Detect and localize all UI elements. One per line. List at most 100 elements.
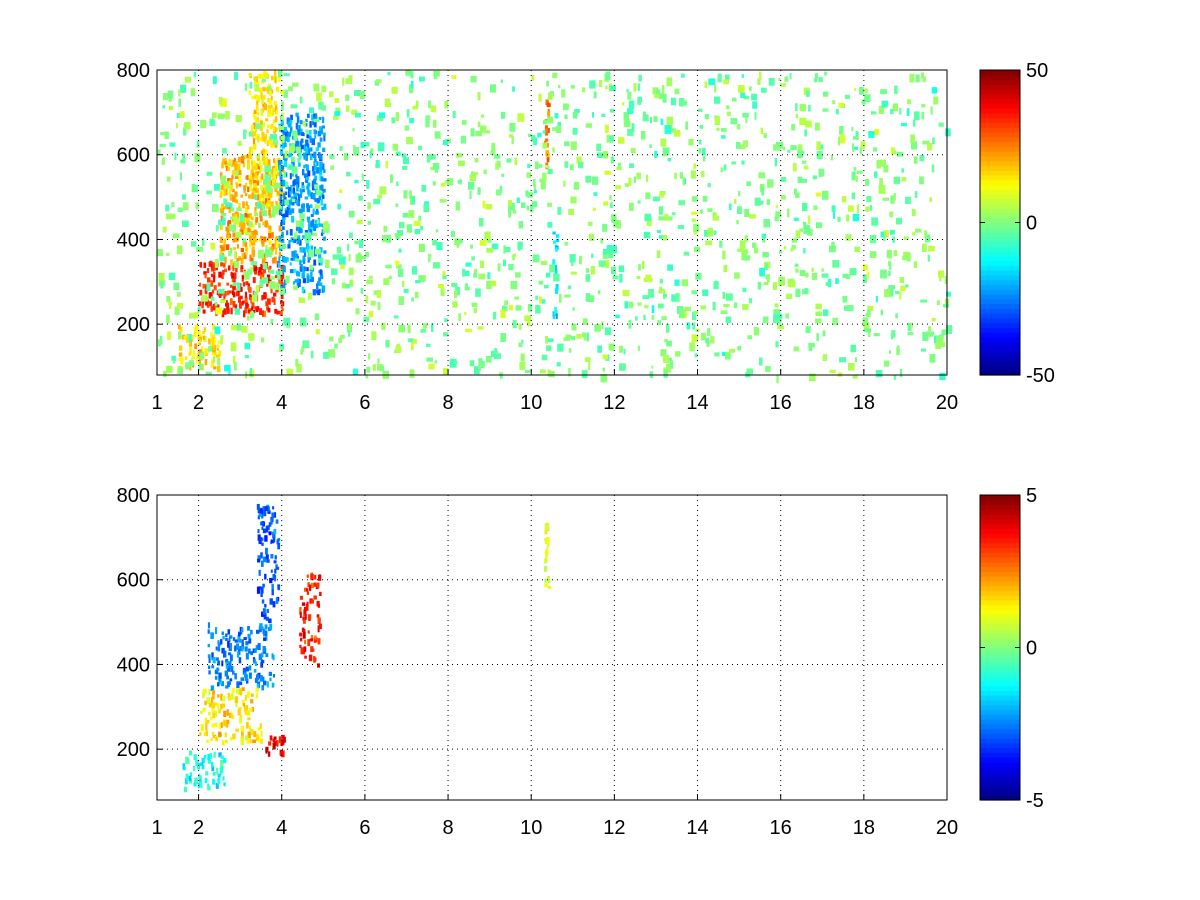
heat-cell — [313, 259, 317, 266]
heat-cell — [259, 279, 264, 287]
heat-cell — [803, 224, 811, 234]
heat-cell — [909, 73, 915, 83]
heat-cell — [244, 192, 248, 196]
heat-cell — [800, 179, 807, 183]
heat-cell — [822, 330, 826, 337]
heat-cell — [250, 124, 254, 132]
heat-cell — [921, 72, 925, 79]
heat-cell — [245, 281, 249, 286]
heat-cell — [249, 707, 253, 713]
heat-cell — [556, 238, 560, 242]
heat-cell — [638, 74, 642, 82]
heat-cell — [253, 669, 257, 673]
heat-cell — [199, 781, 203, 787]
heat-cell — [815, 192, 822, 197]
heat-cell — [298, 297, 306, 304]
heat-cell — [244, 213, 248, 218]
heat-cell — [269, 735, 273, 741]
heat-cell — [255, 308, 259, 313]
heat-cell — [199, 282, 202, 287]
colorbar-swatch — [980, 232, 1020, 238]
heat-cell — [300, 132, 304, 136]
colorbar-swatch — [980, 322, 1020, 328]
heat-cell — [251, 96, 255, 100]
heat-cell — [545, 99, 549, 105]
heat-cell — [604, 170, 611, 175]
heat-cell — [277, 262, 281, 268]
heat-cell — [662, 94, 667, 103]
colorbar-swatch — [980, 193, 1020, 200]
heat-cell — [222, 695, 225, 702]
heat-cell — [737, 248, 744, 252]
heat-cell — [161, 157, 165, 165]
heat-cell — [552, 315, 556, 319]
heat-cell — [201, 363, 204, 371]
heat-cell — [305, 129, 309, 135]
heat-cell — [700, 209, 703, 214]
heat-cell — [291, 215, 295, 223]
heat-cell — [402, 280, 405, 288]
heat-cell — [248, 638, 252, 644]
heat-cell — [281, 231, 284, 238]
heat-cell — [264, 165, 272, 173]
heat-cell — [288, 203, 291, 209]
heat-cell — [267, 506, 270, 513]
heat-cell — [804, 129, 807, 137]
heat-cell — [252, 250, 256, 257]
heat-cell — [172, 233, 180, 239]
x-tick-label: 2 — [193, 392, 204, 414]
heat-cell — [685, 121, 688, 130]
heat-cell — [253, 229, 257, 235]
heat-cell — [251, 168, 254, 175]
heat-cell — [267, 199, 271, 205]
heat-cell — [197, 764, 200, 769]
heat-cell — [282, 265, 286, 273]
heat-cell — [290, 114, 293, 120]
colorbar-swatch — [980, 580, 1020, 587]
colorbar-swatch — [980, 623, 1020, 630]
heat-cell — [260, 738, 263, 744]
heat-cell — [261, 156, 265, 161]
heat-cell — [234, 194, 238, 201]
heat-cell — [535, 295, 538, 300]
heat-cell — [622, 102, 625, 106]
heat-cell — [263, 179, 270, 185]
heat-cell — [619, 345, 624, 353]
heat-cell — [189, 772, 192, 777]
heat-cell — [593, 91, 597, 99]
heat-cell — [527, 133, 532, 137]
heat-cell — [264, 624, 268, 630]
heat-cell — [166, 314, 170, 324]
heat-cell — [201, 300, 204, 306]
heat-cell — [264, 140, 267, 144]
heat-cell — [249, 235, 253, 242]
heat-cell — [351, 109, 358, 115]
heat-cell — [310, 271, 313, 279]
heat-cell — [564, 294, 571, 298]
heat-cell — [354, 240, 360, 245]
heat-cell — [307, 614, 312, 620]
heat-cell — [804, 288, 808, 294]
heat-cell — [309, 638, 313, 642]
heat-cell — [304, 587, 308, 592]
heat-cell — [778, 250, 783, 254]
heat-cell — [280, 283, 283, 289]
heat-cell — [323, 178, 327, 182]
heat-cell — [412, 338, 418, 344]
heat-cell — [196, 246, 204, 252]
heat-cell — [585, 268, 590, 273]
heat-cell — [315, 222, 319, 228]
heat-cell — [860, 141, 866, 150]
heat-cell — [365, 251, 370, 258]
heat-cell — [899, 369, 903, 377]
heat-cell — [547, 168, 553, 175]
heat-cell — [286, 368, 294, 376]
heat-cell — [775, 205, 778, 209]
heat-cell — [275, 519, 279, 524]
colorbar-swatch — [980, 236, 1020, 243]
heat-cell — [766, 274, 770, 283]
colorbar-swatch — [980, 284, 1020, 290]
heat-cell — [306, 203, 309, 208]
heat-cell — [303, 164, 306, 169]
heat-cell — [253, 115, 257, 120]
